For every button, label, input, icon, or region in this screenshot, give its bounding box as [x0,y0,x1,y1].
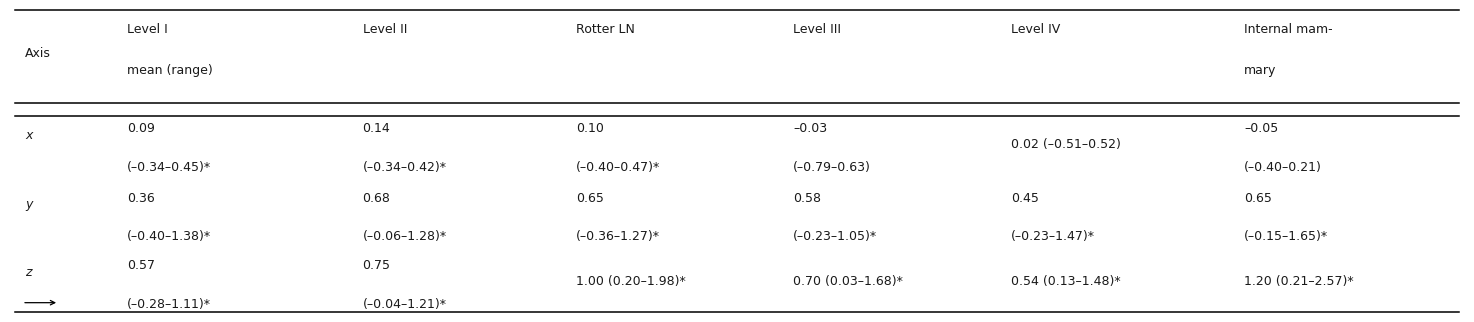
Text: (–0.28–1.11)*: (–0.28–1.11)* [127,298,211,311]
Text: 0.57: 0.57 [127,259,155,272]
Text: 0.10: 0.10 [576,122,604,135]
Text: (–0.23–1.47)*: (–0.23–1.47)* [1011,230,1095,243]
Text: z: z [25,266,31,279]
Text: 1.00 (0.20–1.98)*: 1.00 (0.20–1.98)* [576,275,685,288]
Text: 1.20 (0.21–2.57)*: 1.20 (0.21–2.57)* [1244,275,1353,288]
Text: 0.36: 0.36 [127,192,155,204]
Text: mean (range): mean (range) [127,64,212,77]
Text: Level I: Level I [127,23,168,35]
Text: 0.65: 0.65 [576,192,604,204]
Text: 0.58: 0.58 [793,192,821,204]
Text: (–0.40–0.21): (–0.40–0.21) [1244,161,1322,174]
Text: 0.54 (0.13–1.48)*: 0.54 (0.13–1.48)* [1011,275,1120,288]
Text: Rotter LN: Rotter LN [576,23,635,35]
Text: (–0.15–1.65)*: (–0.15–1.65)* [1244,230,1328,243]
Text: (–0.23–1.05)*: (–0.23–1.05)* [793,230,877,243]
Text: 0.65: 0.65 [1244,192,1272,204]
Text: 0.02 (–0.51–0.52): 0.02 (–0.51–0.52) [1011,138,1122,151]
Text: (–0.79–0.63): (–0.79–0.63) [793,161,871,174]
Text: Internal mam-: Internal mam- [1244,23,1332,35]
Text: Level III: Level III [793,23,842,35]
Text: (–0.34–0.42)*: (–0.34–0.42)* [363,161,447,174]
Text: 0.70 (0.03–1.68)*: 0.70 (0.03–1.68)* [793,275,904,288]
Text: (–0.36–1.27)*: (–0.36–1.27)* [576,230,660,243]
Text: (–0.40–1.38)*: (–0.40–1.38)* [127,230,211,243]
Text: –0.05: –0.05 [1244,122,1278,135]
Text: –0.03: –0.03 [793,122,827,135]
Text: (–0.06–1.28)*: (–0.06–1.28)* [363,230,447,243]
Text: y: y [25,198,32,211]
Text: Level II: Level II [363,23,407,35]
Text: 0.75: 0.75 [363,259,391,272]
Text: 0.45: 0.45 [1011,192,1039,204]
Text: 0.68: 0.68 [363,192,391,204]
Text: 0.14: 0.14 [363,122,391,135]
Text: mary: mary [1244,64,1276,77]
Text: (–0.40–0.47)*: (–0.40–0.47)* [576,161,660,174]
Text: Axis: Axis [25,47,52,60]
Text: (–0.04–1.21)*: (–0.04–1.21)* [363,298,447,311]
Text: Level IV: Level IV [1011,23,1060,35]
Text: 0.09: 0.09 [127,122,155,135]
Text: x: x [25,129,32,142]
Text: (–0.34–0.45)*: (–0.34–0.45)* [127,161,211,174]
